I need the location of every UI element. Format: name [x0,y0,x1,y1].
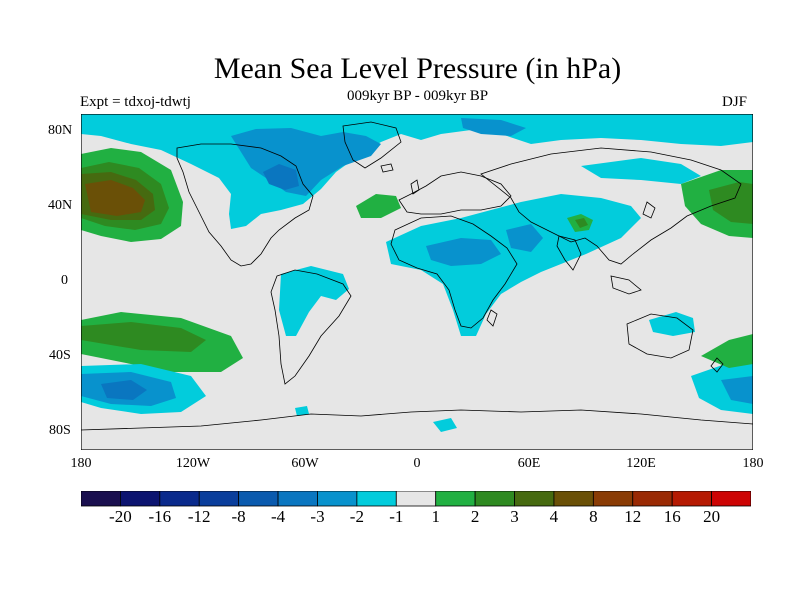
legend-swatch [632,491,673,507]
lat-tick-label: 40S [49,348,71,363]
legend-swatch [81,491,121,507]
arctic-low-region [81,114,753,229]
legend-label: 12 [624,507,642,526]
legend-swatch [592,491,634,507]
legend-label: -16 [148,507,172,526]
legend-label: 3 [510,507,519,526]
southeast-high [701,334,753,368]
plot-title: Mean Sea Level Pressure (in hPa) [213,52,622,85]
legend-label: 4 [549,507,559,526]
lon-tick-label: 180 [70,456,92,471]
lat-tick-label: 80S [49,423,71,438]
legend-label: 20 [703,507,721,526]
pressure-anomaly-map [81,114,753,450]
legend-label: 16 [663,507,681,526]
lon-tick-label: 120E [626,456,656,471]
africa-asia-low [386,194,641,336]
legend-swatch [553,491,594,507]
legend-swatch [395,491,437,507]
legend-swatch [277,491,318,507]
legend-swatch [671,491,712,507]
legend-label: -20 [109,507,132,526]
southern-ocean-low [81,362,753,414]
legend-swatch [317,491,358,507]
antarctic-low-2 [295,406,309,416]
antarctic-low-1 [433,418,457,432]
lon-tick-label: 0 [413,456,421,471]
legend-swatch [238,491,279,507]
legend-swatch [514,491,555,507]
lon-tick-label: 120W [175,456,211,471]
south-america-low [279,266,349,336]
legend-label: -8 [231,507,246,526]
legend-label: 8 [589,507,598,526]
lat-tick-label: 0 [61,273,68,288]
coastlines [81,121,753,431]
legend-swatch [474,491,515,507]
plot-subtitle: 009kyr BP - 009kyr BP [346,88,489,104]
south-pacific-high [81,312,243,372]
legend-label: 2 [470,507,480,526]
legend-swatch [356,491,397,507]
north-pacific-high [81,148,183,242]
legend-label: -3 [310,507,325,526]
lon-tick-label: 60W [291,456,319,471]
north-atlantic-high [356,194,401,218]
color-legend [81,491,751,507]
legend-label: -4 [271,507,286,526]
legend-swatch [198,491,240,507]
legend-label: -1 [389,507,404,526]
lon-tick-label: 180 [742,456,764,471]
australia-low [649,312,695,336]
legend-swatch [435,491,476,507]
legend-swatch [159,491,200,507]
lon-tick-label: 60E [517,456,541,471]
legend-swatch [711,491,751,507]
legend-label: -2 [349,507,364,526]
legend-label: -12 [187,507,211,526]
legend-label: 1 [431,507,440,526]
season-label: DJF [722,94,748,110]
lat-tick-label: 80N [48,123,73,138]
legend-swatch [120,491,161,507]
lat-tick-label: 40N [48,198,73,213]
experiment-label: Expt = tdxoj-tdwtj [80,94,191,110]
